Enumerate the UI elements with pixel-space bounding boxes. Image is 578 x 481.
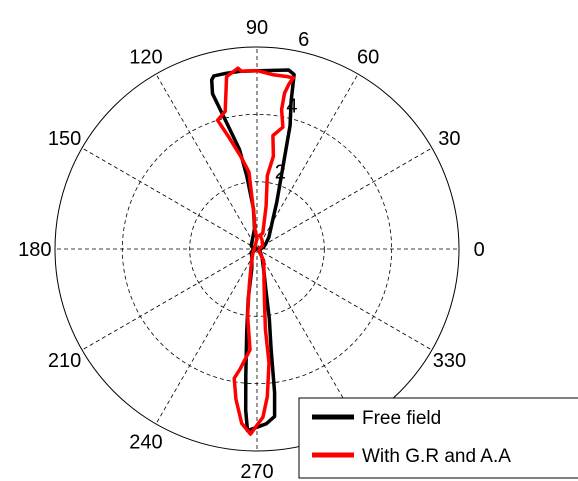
series-line-1: [215, 66, 296, 436]
spoke-30: [256, 147, 433, 250]
radial-label-4: 4: [286, 95, 297, 117]
spoke-330: [256, 248, 433, 351]
angle-label-180: 180: [18, 239, 51, 261]
radial-label-6: 6: [298, 29, 309, 51]
spoke-60: [256, 73, 359, 250]
spoke-210: [81, 248, 258, 351]
angle-label-330: 330: [433, 350, 466, 372]
angle-label-210: 210: [48, 350, 81, 372]
spoke-150: [81, 147, 258, 250]
angle-label-120: 120: [129, 47, 162, 69]
angle-label-270: 270: [240, 461, 273, 481]
angle-label-30: 30: [438, 128, 460, 150]
angle-label-0: 0: [474, 239, 485, 261]
angle-label-150: 150: [48, 128, 81, 150]
spoke-300: [256, 248, 359, 425]
axis-labels: 0 30 60 90 120 150 180 210 240 270 330 2 4 6: [18, 17, 485, 481]
grid-circle-2: [189, 181, 325, 317]
angle-label-90: 90: [246, 17, 268, 39]
legend: Free field With G.R and A.A: [298, 397, 578, 479]
radial-label-2: 2: [275, 162, 286, 184]
outer-circle: [54, 46, 460, 452]
angle-label-240: 240: [129, 431, 162, 453]
legend-label-free-field: Free field: [362, 408, 441, 429]
legend-label-with-gr-aa: With G.R and A.A: [362, 446, 511, 467]
legend-box: [298, 397, 578, 479]
polar-grid: [54, 46, 460, 452]
spoke-120: [155, 73, 258, 250]
angle-label-60: 60: [357, 47, 379, 69]
spoke-240: [155, 248, 258, 425]
series-lines: [209, 66, 296, 436]
